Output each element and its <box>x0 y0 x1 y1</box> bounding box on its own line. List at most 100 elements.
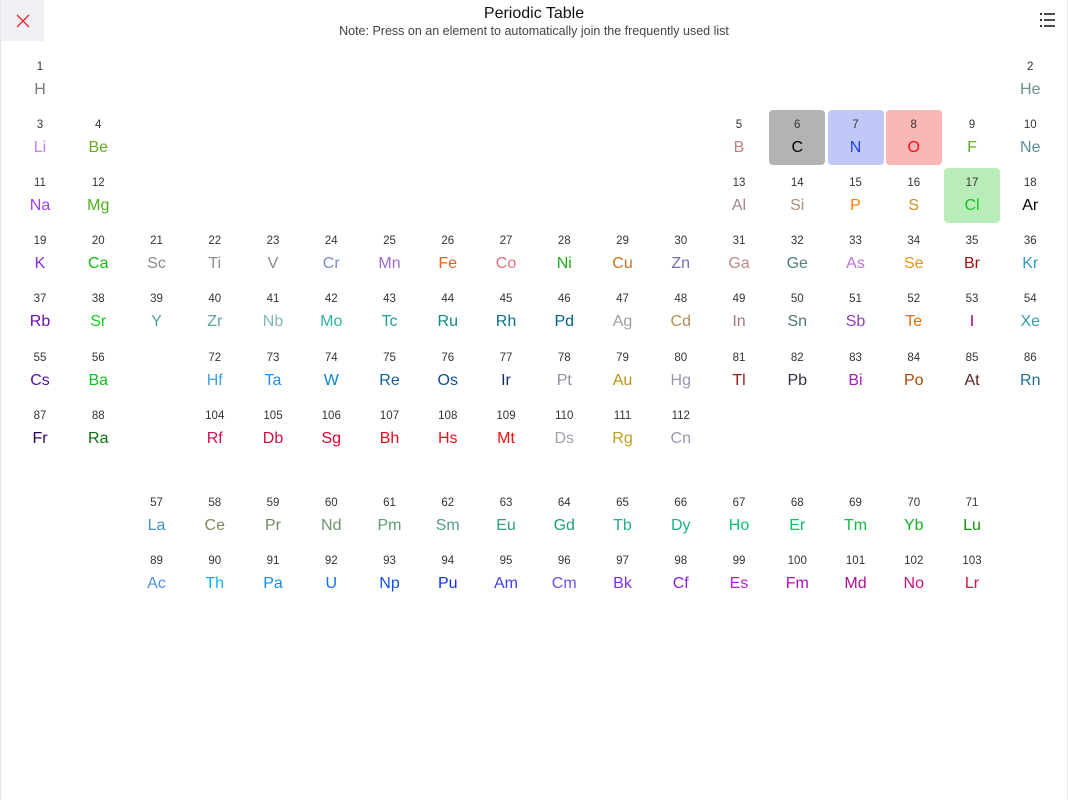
element-fe[interactable]: 26 Fe <box>420 226 476 281</box>
element-ce[interactable]: 58 Ce <box>187 488 243 543</box>
element-bi[interactable]: 83 Bi <box>828 343 884 398</box>
element-tm[interactable]: 69 Tm <box>828 488 884 543</box>
element-mg[interactable]: 12 Mg <box>70 168 126 223</box>
element-rf[interactable]: 104 Rf <box>187 401 243 456</box>
element-cs[interactable]: 55 Cs <box>12 343 68 398</box>
element-p[interactable]: 15 P <box>828 168 884 223</box>
element-nb[interactable]: 41 Nb <box>245 284 301 339</box>
element-ra[interactable]: 88 Ra <box>70 401 126 456</box>
element-te[interactable]: 52 Te <box>886 284 942 339</box>
element-os[interactable]: 76 Os <box>420 343 476 398</box>
element-tl[interactable]: 81 Tl <box>711 343 767 398</box>
element-ge[interactable]: 32 Ge <box>769 226 825 281</box>
element-rb[interactable]: 37 Rb <box>12 284 68 339</box>
element-as[interactable]: 33 As <box>828 226 884 281</box>
element-br[interactable]: 35 Br <box>944 226 1000 281</box>
element-se[interactable]: 34 Se <box>886 226 942 281</box>
element-pm[interactable]: 61 Pm <box>362 488 418 543</box>
element-na[interactable]: 11 Na <box>12 168 68 223</box>
element-fr[interactable]: 87 Fr <box>12 401 68 456</box>
element-he[interactable]: 2 He <box>1002 52 1058 107</box>
element-ac[interactable]: 89 Ac <box>129 546 185 601</box>
element-w[interactable]: 74 W <box>303 343 359 398</box>
element-in[interactable]: 49 In <box>711 284 767 339</box>
element-pr[interactable]: 59 Pr <box>245 488 301 543</box>
element-dy[interactable]: 66 Dy <box>653 488 709 543</box>
element-hf[interactable]: 72 Hf <box>187 343 243 398</box>
element-ne[interactable]: 10 Ne <box>1002 110 1058 165</box>
element-ca[interactable]: 20 Ca <box>70 226 126 281</box>
element-ag[interactable]: 47 Ag <box>595 284 651 339</box>
element-tc[interactable]: 43 Tc <box>362 284 418 339</box>
element-al[interactable]: 13 Al <box>711 168 767 223</box>
element-pb[interactable]: 82 Pb <box>769 343 825 398</box>
element-gd[interactable]: 64 Gd <box>536 488 592 543</box>
element-sn[interactable]: 50 Sn <box>769 284 825 339</box>
element-ho[interactable]: 67 Ho <box>711 488 767 543</box>
element-es[interactable]: 99 Es <box>711 546 767 601</box>
element-hg[interactable]: 80 Hg <box>653 343 709 398</box>
element-rh[interactable]: 45 Rh <box>478 284 534 339</box>
element-mo[interactable]: 42 Mo <box>303 284 359 339</box>
element-ir[interactable]: 77 Ir <box>478 343 534 398</box>
element-y[interactable]: 39 Y <box>129 284 185 339</box>
element-cn[interactable]: 112 Cn <box>653 401 709 456</box>
element-cm[interactable]: 96 Cm <box>536 546 592 601</box>
element-np[interactable]: 93 Np <box>362 546 418 601</box>
element-sb[interactable]: 51 Sb <box>828 284 884 339</box>
element-sm[interactable]: 62 Sm <box>420 488 476 543</box>
element-nd[interactable]: 60 Nd <box>303 488 359 543</box>
element-v[interactable]: 23 V <box>245 226 301 281</box>
element-au[interactable]: 79 Au <box>595 343 651 398</box>
element-ba[interactable]: 56 Ba <box>70 343 126 398</box>
element-co[interactable]: 27 Co <box>478 226 534 281</box>
element-hs[interactable]: 108 Hs <box>420 401 476 456</box>
element-pt[interactable]: 78 Pt <box>536 343 592 398</box>
element-kr[interactable]: 36 Kr <box>1002 226 1058 281</box>
element-lr[interactable]: 103 Lr <box>944 546 1000 601</box>
element-ds[interactable]: 110 Ds <box>536 401 592 456</box>
element-fm[interactable]: 100 Fm <box>769 546 825 601</box>
element-pu[interactable]: 94 Pu <box>420 546 476 601</box>
element-th[interactable]: 90 Th <box>187 546 243 601</box>
element-bk[interactable]: 97 Bk <box>595 546 651 601</box>
element-xe[interactable]: 54 Xe <box>1002 284 1058 339</box>
element-cl[interactable]: 17 Cl <box>944 168 1000 223</box>
element-ta[interactable]: 73 Ta <box>245 343 301 398</box>
element-ru[interactable]: 44 Ru <box>420 284 476 339</box>
element-si[interactable]: 14 Si <box>769 168 825 223</box>
element-ar[interactable]: 18 Ar <box>1002 168 1058 223</box>
element-ti[interactable]: 22 Ti <box>187 226 243 281</box>
element-cd[interactable]: 48 Cd <box>653 284 709 339</box>
element-k[interactable]: 19 K <box>12 226 68 281</box>
element-md[interactable]: 101 Md <box>828 546 884 601</box>
element-pa[interactable]: 91 Pa <box>245 546 301 601</box>
element-be[interactable]: 4 Be <box>70 110 126 165</box>
element-zn[interactable]: 30 Zn <box>653 226 709 281</box>
element-po[interactable]: 84 Po <box>886 343 942 398</box>
element-rg[interactable]: 111 Rg <box>595 401 651 456</box>
element-zr[interactable]: 40 Zr <box>187 284 243 339</box>
element-ni[interactable]: 28 Ni <box>536 226 592 281</box>
element-s[interactable]: 16 S <box>886 168 942 223</box>
element-mn[interactable]: 25 Mn <box>362 226 418 281</box>
element-sc[interactable]: 21 Sc <box>129 226 185 281</box>
element-eu[interactable]: 63 Eu <box>478 488 534 543</box>
element-bh[interactable]: 107 Bh <box>362 401 418 456</box>
element-yb[interactable]: 70 Yb <box>886 488 942 543</box>
element-am[interactable]: 95 Am <box>478 546 534 601</box>
element-lu[interactable]: 71 Lu <box>944 488 1000 543</box>
element-la[interactable]: 57 La <box>129 488 185 543</box>
element-pd[interactable]: 46 Pd <box>536 284 592 339</box>
element-no[interactable]: 102 No <box>886 546 942 601</box>
element-at[interactable]: 85 At <box>944 343 1000 398</box>
element-cu[interactable]: 29 Cu <box>595 226 651 281</box>
element-sr[interactable]: 38 Sr <box>70 284 126 339</box>
element-cr[interactable]: 24 Cr <box>303 226 359 281</box>
close-button[interactable] <box>1 0 44 41</box>
